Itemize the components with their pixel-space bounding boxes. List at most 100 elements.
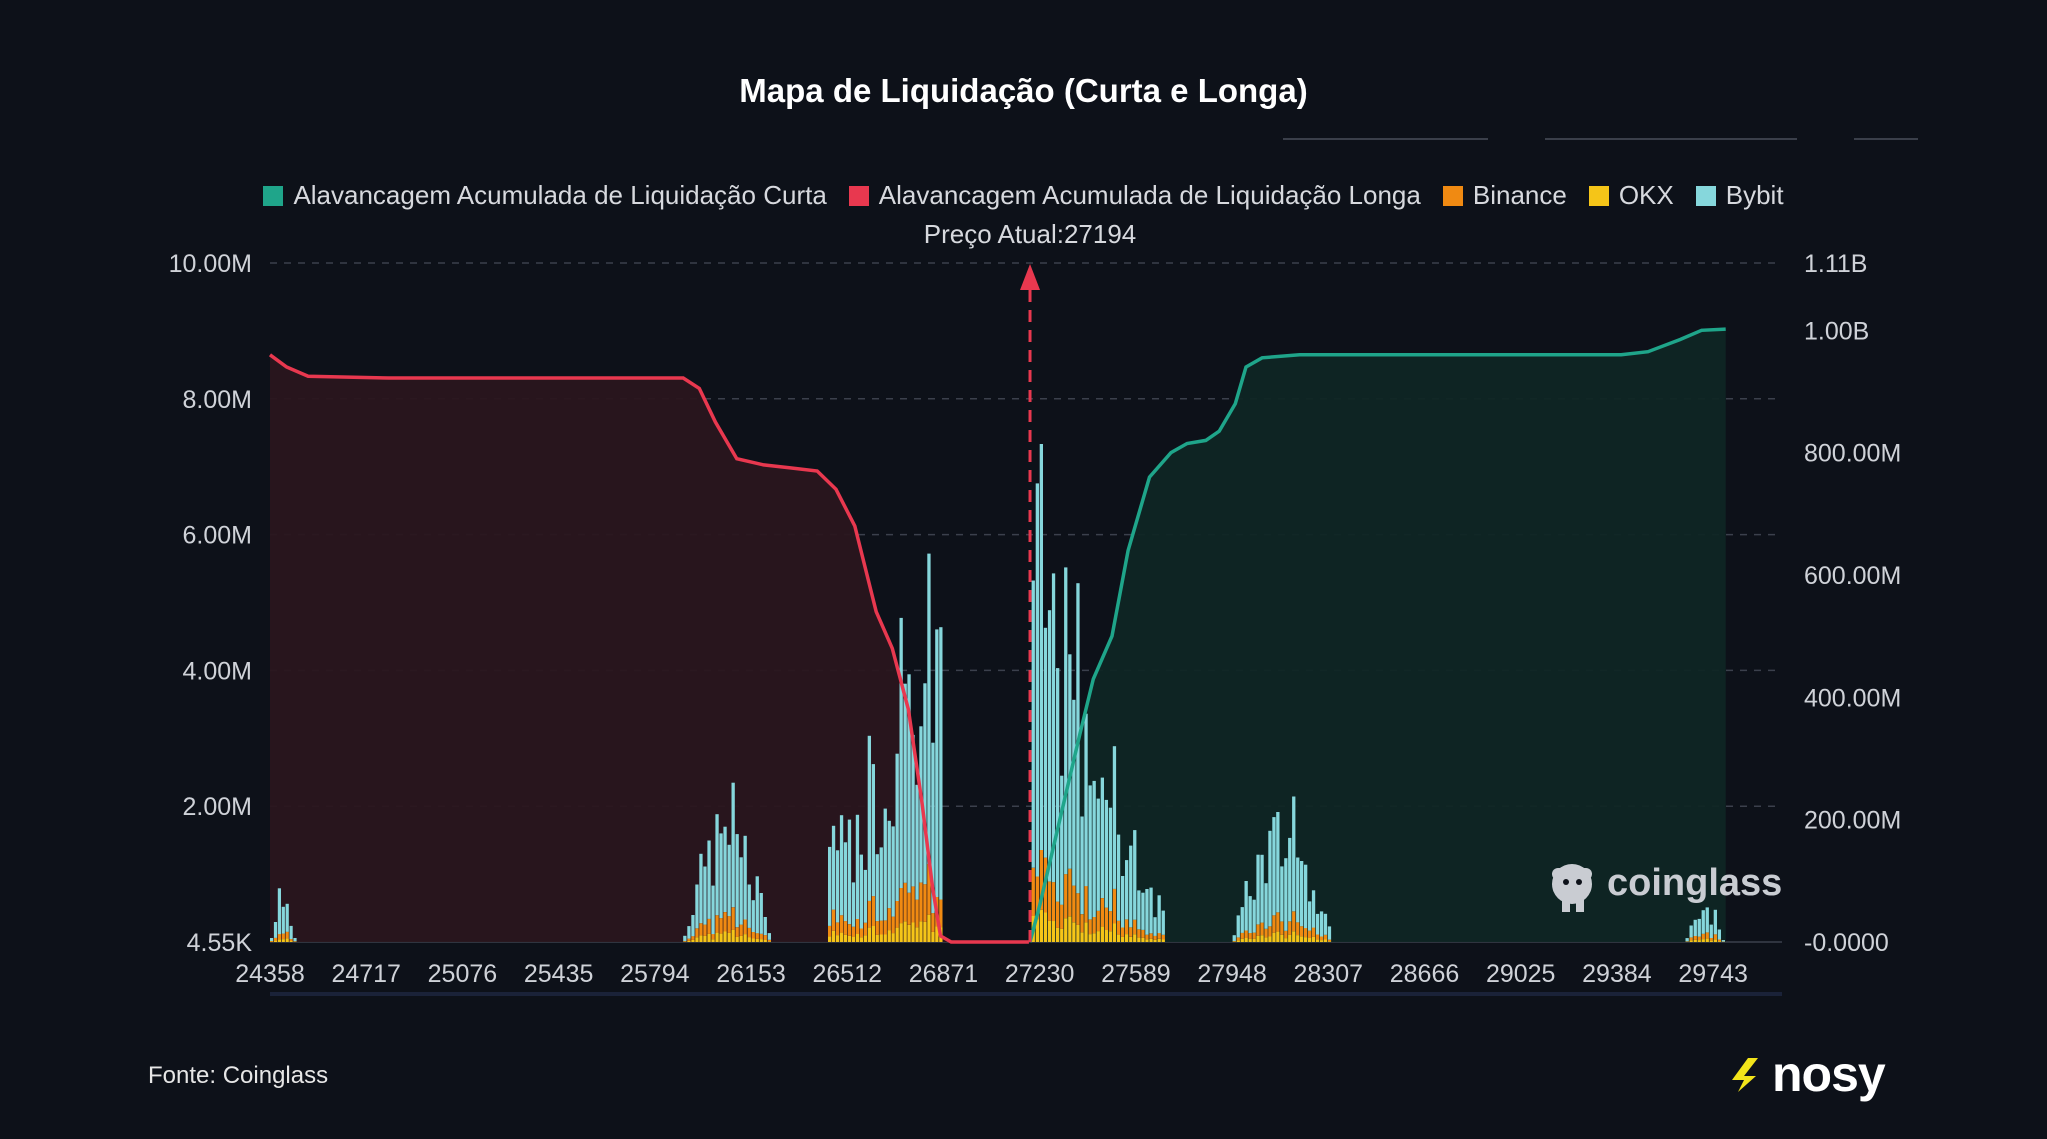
bar-okx (871, 925, 875, 942)
bar-binance (1244, 930, 1248, 938)
legend-item-bybit[interactable]: Bybit (1695, 180, 1784, 211)
bar-okx (711, 939, 715, 942)
bar-binance (1272, 915, 1276, 933)
bar-okx (281, 939, 285, 942)
bar-binance (1315, 934, 1320, 940)
bar-binance (1133, 919, 1137, 935)
bar-binance (1304, 928, 1308, 938)
bar-binance (723, 912, 727, 932)
bar-okx (1288, 934, 1292, 942)
bar-bybit (1709, 924, 1713, 938)
bar-bybit (855, 814, 860, 919)
bar-bybit (1685, 938, 1689, 942)
bar-bybit (1240, 907, 1244, 933)
bar-okx (1327, 941, 1332, 942)
bar-binance (839, 915, 844, 933)
x-tick-label: 26153 (716, 960, 786, 988)
bar-bybit (1276, 812, 1280, 913)
bar-binance (699, 923, 703, 936)
bar-binance (931, 913, 935, 932)
x-tick-label: 26871 (909, 960, 979, 988)
y-right-tick-label: 600.00M (1804, 562, 1901, 590)
bar-bybit (1043, 627, 1048, 858)
bar-okx (1125, 934, 1129, 942)
bar-bybit (735, 834, 739, 928)
bar-bybit (707, 840, 711, 919)
bar-bybit (923, 683, 927, 885)
legend-swatch (1695, 185, 1716, 206)
bar-okx (1137, 937, 1141, 942)
bar-binance (1252, 932, 1256, 939)
bar-okx (1319, 940, 1324, 942)
bar-bybit (927, 553, 931, 864)
bar-okx (867, 927, 871, 942)
legend-item-binance[interactable]: Binance (1442, 180, 1567, 211)
bar-binance (1039, 850, 1043, 910)
bar-bybit (907, 674, 911, 893)
bar-bybit (1096, 798, 1100, 911)
bar-okx (879, 934, 883, 942)
bar-okx (1039, 909, 1043, 942)
bar-okx (707, 933, 711, 942)
legend-item-long[interactable]: Alavancagem Acumulada de Liquidação Long… (848, 180, 1421, 211)
bar-bybit (1157, 895, 1161, 934)
bar-bybit (1112, 746, 1117, 889)
x-tick-label: 24717 (331, 960, 401, 988)
bar-binance (285, 931, 289, 939)
bar-okx (923, 921, 927, 942)
bar-okx (1709, 940, 1713, 942)
long-liquidation-line (268, 353, 1029, 944)
bar-bybit (1039, 444, 1043, 850)
coinglass-logo-icon (1552, 864, 1592, 912)
bar-okx (919, 921, 923, 942)
bar-bybit (1296, 857, 1300, 923)
bar-okx (1304, 937, 1308, 942)
bar-okx (1689, 940, 1693, 942)
bar-okx (1296, 935, 1300, 942)
bar-bybit (1116, 834, 1121, 921)
bar-okx (891, 933, 895, 942)
y-right-tick-label: 1.00B (1804, 317, 1869, 345)
bar-binance (763, 935, 767, 940)
bar-okx (1272, 932, 1276, 942)
bar-binance (828, 925, 832, 937)
bar-okx (911, 922, 915, 942)
x-tick-label: 29384 (1582, 960, 1652, 988)
x-tick-label: 25794 (620, 960, 690, 988)
bar-okx (1056, 927, 1060, 942)
bar-okx (1080, 932, 1084, 942)
scrollbar-track (270, 992, 1782, 996)
bar-binance (1121, 927, 1125, 937)
bar-okx (1068, 916, 1072, 942)
bar-okx (843, 934, 848, 942)
bar-okx (695, 937, 699, 942)
bar-okx (1043, 912, 1048, 942)
bar-bybit (293, 938, 297, 942)
bar-okx (859, 937, 863, 942)
bar-okx (743, 934, 747, 942)
bar-bybit (939, 627, 943, 900)
bar-binance (859, 928, 863, 938)
bar-binance (1125, 919, 1129, 935)
bar-okx (903, 921, 907, 942)
bar-binance (719, 918, 723, 934)
brand-name: nosy (1772, 1046, 1886, 1102)
bar-okx (1133, 934, 1137, 942)
bar-binance (743, 919, 747, 935)
bar-okx (1256, 935, 1260, 942)
legend-item-short[interactable]: Alavancagem Acumulada de Liquidação Curt… (263, 180, 827, 211)
bar-okx (731, 929, 735, 942)
bar-okx (1276, 931, 1280, 942)
x-tick-label: 27230 (1005, 960, 1075, 988)
bar-okx (703, 935, 707, 942)
bar-okx (687, 940, 691, 942)
bar-binance (270, 940, 274, 942)
bar-bybit (1104, 799, 1108, 908)
bar-okx (699, 935, 703, 942)
nosy-bolt-icon (1732, 1058, 1758, 1092)
bar-bybit (1161, 910, 1165, 935)
legend-item-okx[interactable]: OKX (1588, 180, 1674, 211)
bar-binance (1051, 882, 1056, 922)
bar-okx (723, 931, 727, 942)
bar-okx (1280, 934, 1284, 942)
